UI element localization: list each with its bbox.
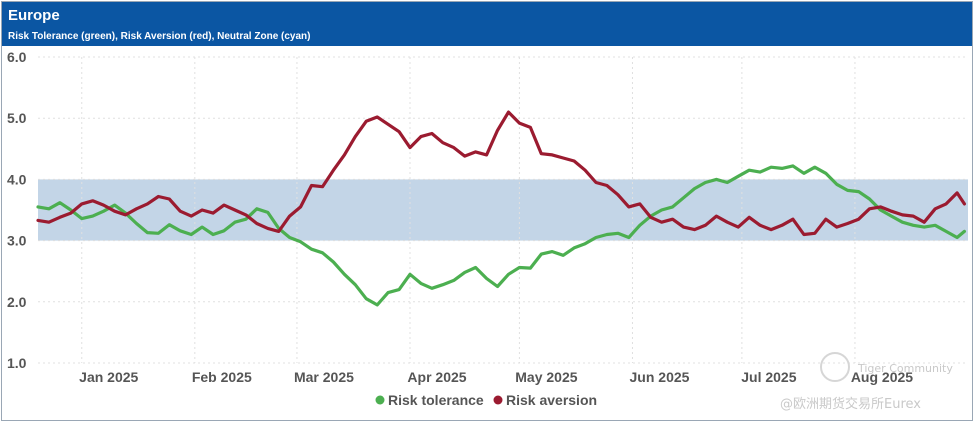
legend-risk-aversion-label: Risk aversion: [506, 392, 597, 408]
y-tick-label: 2.0: [7, 294, 27, 310]
neutral-zone-band: [38, 179, 968, 241]
legend-risk-aversion-marker: [493, 395, 503, 405]
chart-header: Europe Risk Tolerance (green), Risk Aver…: [2, 2, 972, 46]
chart-subtitle: Risk Tolerance (green), Risk Aversion (r…: [8, 31, 311, 42]
legend-risk-tolerance-marker: [375, 395, 385, 405]
x-tick-label: Mar 2025: [294, 369, 354, 385]
y-tick-label: 4.0: [7, 171, 27, 187]
legend-risk-tolerance-label: Risk tolerance: [388, 392, 484, 408]
x-tick-label: Jun 2025: [630, 369, 690, 385]
watermark-community: Tiger Community: [858, 362, 953, 375]
risk-tolerance-line: [36, 164, 967, 307]
x-tick-label: Apr 2025: [407, 369, 466, 385]
risk-aversion-line: [36, 110, 967, 237]
x-tick-label: May 2025: [515, 369, 577, 385]
y-tick-label: 5.0: [7, 110, 27, 126]
x-tick-label: Aug 2025: [851, 369, 913, 385]
watermark-logo-icon: [820, 352, 850, 382]
y-tick-label: 3.0: [7, 233, 27, 249]
watermark-account: @欧洲期货交易所Eurex: [780, 397, 921, 412]
y-tick-label: 6.0: [7, 49, 27, 65]
x-tick-label: Feb 2025: [192, 369, 252, 385]
y-tick-label: 1.0: [7, 355, 27, 371]
x-tick-label: Jan 2025: [79, 369, 138, 385]
chart-title: Europe: [8, 7, 60, 24]
x-tick-label: Jul 2025: [741, 369, 796, 385]
